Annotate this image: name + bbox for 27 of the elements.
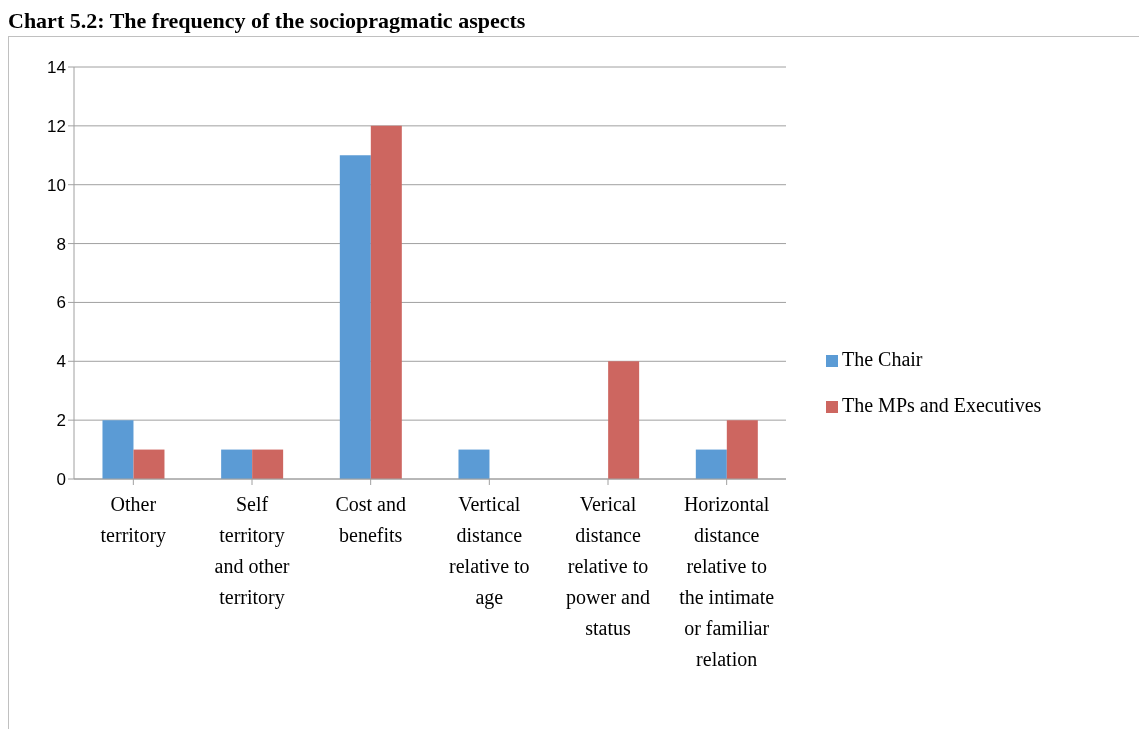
- y-tick-label: 14: [47, 58, 66, 78]
- legend-label: The Chair: [842, 348, 923, 370]
- y-tick-label: 4: [56, 352, 66, 372]
- y-tick-label: 10: [47, 175, 66, 195]
- x-tick-label: Horizontal distance relative to the intimate or familiar relation: [679, 493, 775, 671]
- y-tick-label: 12: [47, 116, 66, 136]
- legend-label: The MPs and Executives: [842, 394, 1042, 416]
- bar: [133, 449, 165, 479]
- x-tick-label: Cost and benefits: [335, 493, 406, 547]
- bar: [252, 449, 284, 479]
- y-tick-label: 8: [56, 234, 66, 254]
- chart-title: Chart 5.2: The frequency of the sociopragmatic aspects: [8, 8, 526, 34]
- x-tick-label: Vertical distance relative to age: [449, 493, 530, 610]
- bar: [695, 449, 727, 479]
- y-tick-label: 2: [56, 411, 66, 431]
- y-tick-label: 6: [56, 293, 66, 313]
- x-tick-label: Other territory: [100, 493, 167, 548]
- bar: [726, 420, 758, 479]
- x-tick-label: Verical distance relative to power and status: [566, 493, 650, 640]
- y-tick-label: 0: [56, 470, 66, 490]
- bar: [102, 420, 134, 479]
- x-tick-label: Self territory and other territory: [214, 493, 290, 610]
- bar: [608, 361, 640, 479]
- bar: [339, 155, 371, 479]
- bar: [370, 125, 402, 479]
- bar: [221, 449, 253, 479]
- bar: [458, 449, 490, 479]
